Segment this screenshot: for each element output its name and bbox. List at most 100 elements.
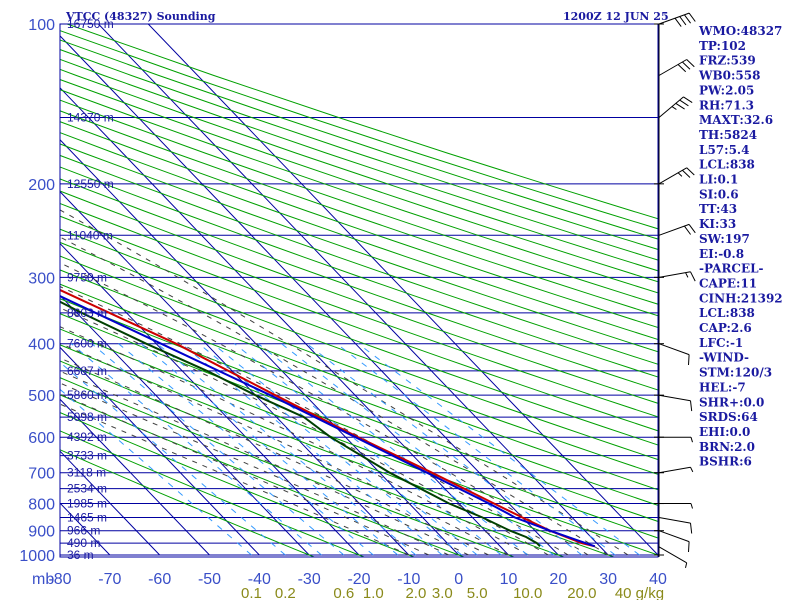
temperature-tick-label: 10 — [500, 571, 518, 588]
moist-adiabat-line — [60, 262, 589, 556]
height-label: 16750 m — [67, 17, 114, 31]
height-label: 11040 m — [67, 228, 113, 242]
dry-adiabat-line — [60, 143, 658, 353]
wind-barb — [658, 12, 696, 27]
mixing-ratio-label: 2.0 — [405, 585, 426, 600]
pressure-tick-label: 200 — [28, 177, 55, 194]
parcel-trace — [60, 295, 596, 548]
isotherm-line — [60, 139, 460, 556]
index-value: FRZ:539 — [699, 54, 756, 68]
dry-adiabat-line — [60, 241, 658, 461]
height-label: 12550 m — [67, 177, 114, 191]
index-value: KI:33 — [699, 217, 736, 231]
mixing-ratio-line — [336, 343, 616, 556]
wind-barb — [658, 96, 693, 118]
temperature-tick-label: 40 — [649, 571, 667, 588]
wind-barb — [658, 271, 696, 282]
moist-adiabat-line — [60, 236, 609, 556]
isotherm-line — [60, 398, 210, 556]
dry-adiabat-line — [60, 110, 658, 317]
pressure-tick-label: 300 — [28, 270, 55, 287]
isotherm-line — [60, 294, 310, 556]
index-value: SHR+:0.0 — [699, 395, 764, 409]
wind-barb — [659, 436, 693, 443]
index-value: -WIND- — [699, 351, 749, 365]
pressure-tick-label: 900 — [28, 524, 55, 541]
height-label: 5098 m — [67, 410, 107, 424]
index-value: STM:120/3 — [699, 366, 772, 380]
wind-barb — [658, 394, 693, 412]
isotherm-line — [60, 346, 260, 556]
index-value: PW:2.05 — [699, 83, 754, 97]
dry-adiabat-line — [60, 154, 658, 365]
temperature-tick-label: 0 — [454, 571, 463, 588]
wind-barb — [658, 530, 690, 553]
mixing-ratio-label: 0.1 — [241, 585, 262, 600]
isotherm-line — [60, 35, 559, 556]
pressure-unit-label: mb — [32, 571, 54, 588]
moist-adiabat-line — [60, 307, 549, 556]
index-value: EHI:0.0 — [699, 425, 750, 439]
index-value: LFC:-1 — [699, 336, 743, 350]
dry-adiabat-line — [60, 269, 658, 491]
moist-adiabat-line — [60, 393, 430, 556]
height-label: 3733 m — [67, 449, 107, 463]
index-value: LCL:838 — [699, 306, 755, 320]
index-value: CINH:21392 — [699, 291, 783, 305]
dry-adiabat-line — [60, 190, 658, 404]
isotherm-line — [60, 190, 410, 556]
isotherm-line — [98, 24, 609, 556]
wind-barb — [658, 517, 693, 534]
isotherm-line — [147, 24, 658, 556]
index-value: TT:43 — [699, 202, 737, 216]
dry-adiabat-line — [60, 328, 658, 556]
dry-adiabat-line — [60, 377, 516, 557]
height-label: 490 m — [67, 536, 100, 550]
dry-adiabat-line — [60, 132, 658, 341]
moist-adiabat-line — [60, 342, 509, 556]
wind-barb — [658, 466, 694, 474]
pressure-tick-label: 500 — [28, 388, 55, 405]
height-label: 7600 m — [67, 337, 107, 351]
temperature-tick-label: -40 — [248, 571, 271, 588]
dry-adiabat-line — [60, 313, 658, 539]
index-value: RH:71.3 — [699, 98, 754, 112]
mixing-ratio-label: 0.6 — [333, 585, 354, 600]
mixing-ratio-line — [140, 343, 399, 556]
mixing-ratio-line — [198, 343, 463, 556]
dry-adiabat-line — [60, 58, 658, 261]
temperature-tick-label: -70 — [98, 571, 121, 588]
height-label: 1465 m — [67, 511, 107, 525]
index-value: SI:0.6 — [699, 187, 739, 201]
dry-adiabat-line — [60, 121, 658, 329]
indices-panel: WMO:48327TP:102FRZ:539WB0:558PW:2.05RH:7… — [698, 24, 783, 469]
wind-profile — [654, 12, 696, 569]
pressure-tick-label: 700 — [28, 466, 55, 483]
height-label: 5860 m — [67, 388, 107, 402]
dry-adiabat-line — [60, 68, 658, 272]
pressure-tick-label: 800 — [28, 497, 55, 514]
temperature-tick-label: -10 — [397, 571, 420, 588]
mixing-ratio-line — [234, 343, 502, 556]
dry-adiabat-line — [60, 178, 658, 391]
mixing-ratio-line — [118, 343, 374, 556]
plot-frame — [59, 23, 659, 558]
mixing-ratio-label: 40 g/kg — [615, 585, 664, 600]
mixing-ratio-label: 5.0 — [467, 585, 488, 600]
mixing-ratio-line — [156, 343, 417, 556]
dry-adiabat-line — [60, 202, 658, 418]
height-label: 3118 m — [67, 466, 106, 480]
index-value: EI:-0.8 — [699, 247, 744, 261]
wind-barb — [659, 503, 693, 509]
index-value: LCL:838 — [699, 158, 755, 172]
dewpoint-trace — [60, 300, 541, 547]
index-value: BSHR:6 — [699, 455, 752, 469]
wind-barb — [658, 223, 696, 236]
wind-barb — [658, 343, 690, 366]
temperature-tick-label: -50 — [198, 571, 221, 588]
index-value: SW:197 — [699, 232, 750, 246]
mixing-ratio-line — [180, 343, 443, 556]
dry-adiabat-line — [60, 449, 316, 557]
